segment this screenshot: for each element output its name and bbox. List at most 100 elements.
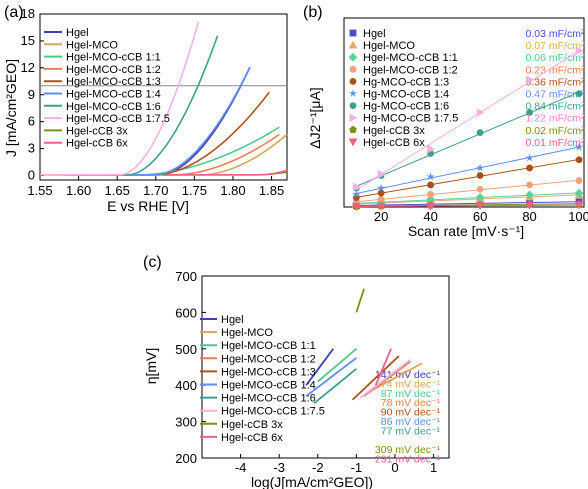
panel-b-fit-line	[356, 194, 580, 205]
panel-b-data-point	[476, 108, 485, 117]
panel-a-ytick-label: 12	[21, 60, 35, 75]
panel-c-xtick-label: 1	[430, 460, 437, 475]
panel-b-data-point	[426, 172, 435, 181]
panel-c-slope-label: 74 mV dec⁻¹	[381, 378, 441, 390]
panel-a-legend-label: Hgel-cCB 6x	[66, 138, 128, 150]
panel-b-legend-label: Hgel-MCO	[363, 40, 415, 52]
panel-a-xtick-label: 1.60	[66, 183, 91, 198]
panel-b-data-point	[427, 191, 434, 198]
panel-c-xtick-label: -3	[273, 460, 285, 475]
panel-a-ytick-label: 9	[28, 87, 35, 102]
panel-b-data-point	[377, 196, 385, 203]
panel-a-xtick-label: 1.65	[105, 183, 130, 198]
panel-b-data-point	[575, 46, 584, 56]
panel-c-legend-label: Hgel-cCB 6x	[221, 432, 283, 444]
panel-c-series-line	[363, 360, 411, 397]
panel-a-xtick-label: 1.85	[259, 183, 284, 198]
panel-c-xtick-label: 0	[391, 460, 398, 475]
panel-b-data-point	[476, 172, 484, 179]
panel-b-xtick-label: 60	[473, 209, 487, 224]
panel-b-data-point	[349, 78, 357, 85]
panel-b-legend-label: Hgel-cCB 3x	[363, 125, 425, 137]
panel-b-xtick-label: 80	[522, 209, 536, 224]
panel-b-legend-label: Hg-MCO-cCB 1:3	[363, 76, 449, 88]
panel-a: (a) E vs RHE [V] J [mA/cm²GEO] 1.55 1.60 1…	[3, 4, 288, 214]
panel-a-ytick-label: 15	[21, 33, 35, 48]
panel-b-fit-line	[356, 201, 580, 206]
panel-c-xlabel: log(J[mA/cm²GEO])	[251, 474, 373, 489]
panel-b-data-point	[526, 75, 534, 85]
panel-c-slope-label: 90 mV dec⁻¹	[381, 407, 441, 419]
panel-b-data-point	[525, 202, 534, 210]
panel-b-capacitance-label: 1.22 mF/cm²	[526, 113, 585, 125]
panel-a-xlabel: E vs RHE [V]	[107, 198, 189, 214]
panel-c-legend-label: Hgel-MCO-cCB 1:4	[221, 380, 316, 392]
panel-c-xtick-label: -2	[312, 460, 324, 475]
panel-b-data-point	[575, 90, 583, 97]
panel-a-legend-label: Hgel-MCO-cCB 1:4	[66, 89, 161, 101]
panel-b-capacitance-label: 0.07 mF/cm²	[526, 40, 585, 52]
panel-b-data-point	[427, 144, 435, 154]
panel-c-legend-label: Hgel-MCO-cCB 1:3	[221, 366, 316, 378]
panel-b-data-point	[377, 169, 386, 179]
panel-b-legend-label: Hgel	[363, 28, 386, 40]
panel-c-series-line	[351, 355, 400, 401]
panel-b-data-point	[574, 142, 584, 151]
panel-c-series-line	[305, 357, 357, 397]
panel-b-data-point	[352, 190, 361, 198]
panel-b-ylabel: ΔJ2⁻¹[μA]	[307, 87, 323, 148]
panel-c-ytick-label: 200	[175, 451, 197, 466]
panel-b-data-point	[574, 188, 584, 198]
panel-b-fit-line	[356, 179, 580, 203]
panel-a-xtick-label: 1.55	[27, 183, 52, 198]
panel-b-fit-line	[356, 50, 580, 191]
panel-a-legend-label: Hgel-MCO-cCB 1:3	[66, 76, 161, 88]
panel-b-data-point	[525, 153, 534, 162]
panel-a-xtick-label: 1.75	[182, 183, 207, 198]
panel-b-data-point	[348, 89, 358, 98]
panel-a-ylabel: J [mA/cm²GEO]	[3, 59, 19, 157]
panel-b-fit-line	[356, 146, 580, 194]
panel-b-fit-line	[356, 192, 580, 204]
panel-a-series-line	[109, 133, 288, 176]
panel-b-xtick-label: 100	[568, 209, 588, 224]
panel-b-data-point	[476, 129, 484, 137]
panel-b-capacitance-label: 0.06 mF/cm²	[526, 52, 585, 64]
panel-b-data-point	[526, 109, 533, 116]
panel-b-data-point	[575, 156, 583, 164]
panel-b-legend-label: Hg-MCO-cCB 1:7.5	[363, 113, 458, 125]
panel-b-capacitance-label: 0.23 mF/cm²	[526, 64, 585, 76]
panel-b-data-point	[526, 164, 533, 172]
panel-b-legend-label: Hgel-MCO-cCB 1:2	[363, 64, 458, 76]
panel-c-series-line	[313, 368, 357, 405]
panel-b-data-point	[574, 201, 584, 210]
panel-b-data-point	[348, 40, 358, 49]
panel-c-ytick-label: 400	[175, 378, 197, 393]
panel-a-legend-label: Hgel	[66, 27, 89, 39]
panel-b-legend-label: Hgel-MCO-cCB 1:1	[363, 52, 458, 64]
panel-b-data-point	[348, 138, 358, 147]
panel-b-data-point	[475, 193, 485, 202]
panel-c-legend-label: Hgel-MCO	[221, 327, 273, 339]
panel-a-legend-label: Hgel-MCO-cCB 1:6	[66, 101, 161, 113]
panel-c-xtick-label: -4	[235, 460, 247, 475]
panel-c-legend-label: Hgel-MCO-cCB 1:2	[221, 353, 316, 365]
panel-b-data-point	[426, 195, 435, 204]
panel-c-ytick-label: 300	[175, 415, 197, 430]
panel-c-slope-label: 231 mV dec⁻¹	[375, 454, 441, 466]
panel-a-frame	[39, 13, 288, 181]
panel-b-data-point	[352, 182, 361, 192]
panel-b-capacitance-label: 0.02 mF/cm²	[526, 125, 585, 137]
panel-b-data-point	[526, 181, 533, 189]
panel-a-xtick-label: 1.80	[220, 183, 245, 198]
panel-b-frame	[343, 17, 585, 208]
panel-b-data-point	[351, 203, 361, 212]
panel-c: (c) log(J[mA/cm²GEO]) η[mV] -4 -3 -2 -1 0 1 20…	[143, 254, 450, 489]
panel-c-label: (c)	[143, 254, 162, 271]
panel-a-legend-label: Hgel-MCO-cCB 1:7.5	[66, 113, 170, 125]
panel-a-series-line	[167, 169, 288, 176]
panel-b-data-point	[426, 202, 435, 211]
panel-b-data-point	[349, 65, 357, 73]
panel-c-ytick-label: 600	[175, 305, 197, 320]
